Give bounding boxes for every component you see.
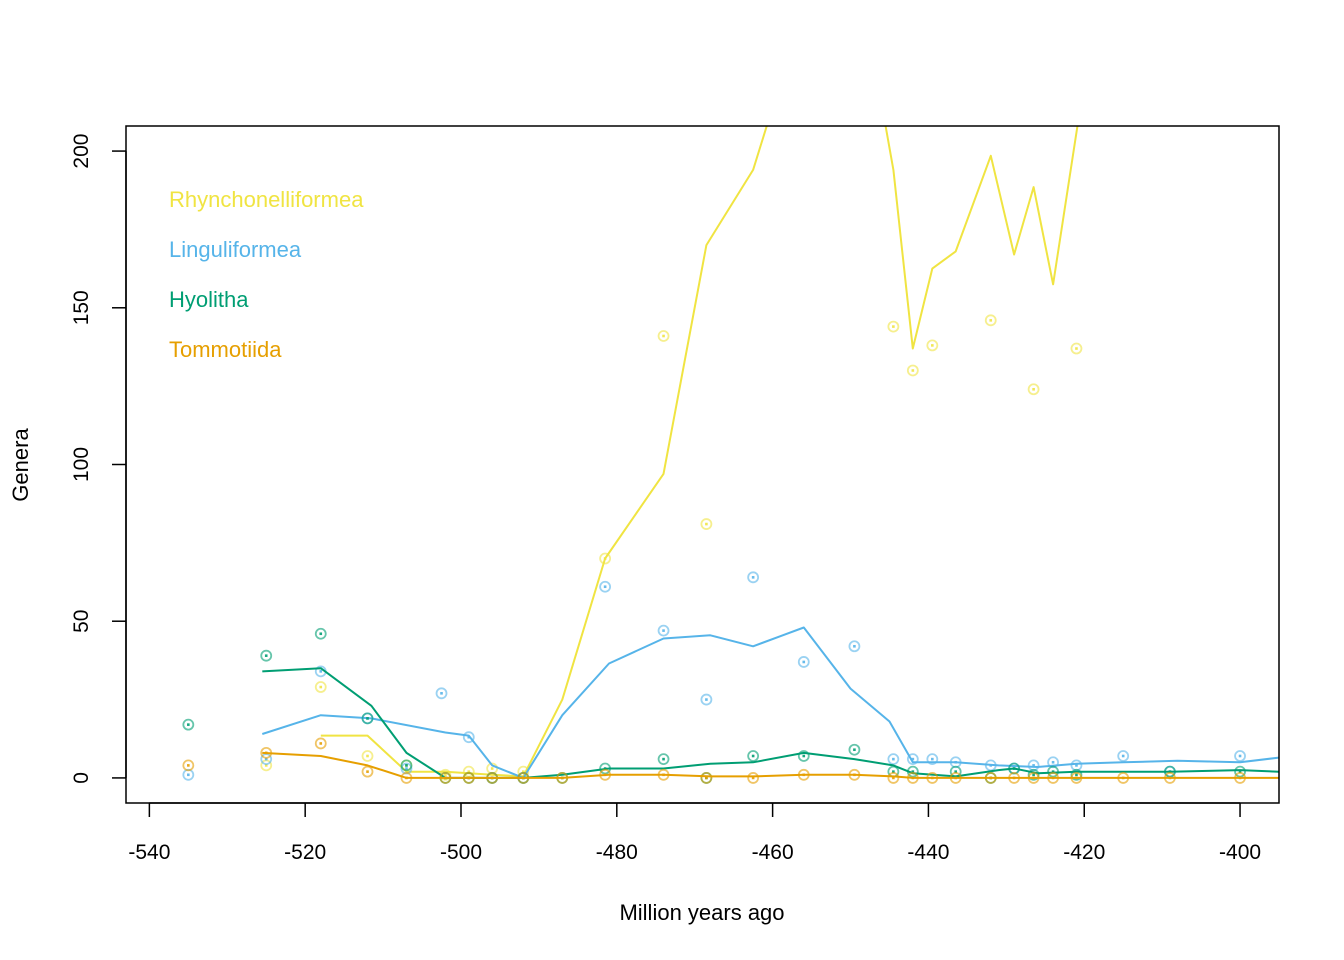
data-point: [747, 571, 760, 584]
data-point: [797, 656, 810, 668]
data-point: [361, 750, 374, 762]
data-point: [984, 314, 997, 327]
data-point: [1027, 768, 1040, 781]
series-rhynchonelliformea: [260, 126, 1083, 781]
data-point: [435, 687, 448, 700]
data-point: [182, 768, 195, 781]
data-point: [747, 772, 760, 784]
data-point: [182, 718, 195, 731]
data-point: [361, 765, 374, 778]
legend-entry-rhynchonelliformea: Rhynchonelliformea: [169, 187, 364, 212]
data-point: [906, 753, 919, 766]
data-point: [848, 743, 861, 756]
series-tommotiida: [182, 737, 1279, 784]
legend-entry-tommotiida: Tommotiida: [169, 337, 282, 362]
x-tick-label: -400: [1219, 841, 1261, 864]
data-point: [182, 759, 195, 772]
y-tick-label: 50: [70, 610, 93, 633]
data-point: [400, 759, 413, 772]
data-point: [700, 693, 713, 706]
data-point: [599, 580, 612, 593]
data-point: [848, 640, 861, 653]
data-point: [1117, 750, 1130, 762]
data-point: [887, 772, 900, 784]
data-point: [926, 339, 939, 352]
x-axis: -540 -520 -500 -480 -460 -440 -420 -400: [128, 802, 1261, 864]
data-point: [1027, 383, 1040, 396]
data-point: [887, 320, 900, 333]
data-point: [1070, 768, 1083, 781]
y-tick-label: 200: [70, 134, 93, 169]
data-point: [657, 330, 670, 342]
x-tick-label: -500: [440, 841, 482, 864]
series-layer: [182, 126, 1279, 784]
legend-entry-hyolitha: Hyolitha: [169, 287, 249, 312]
series-hyolitha: [182, 627, 1279, 784]
series-line-linguliformea: [261, 626, 1279, 779]
data-point: [926, 753, 939, 766]
data-point: [314, 627, 327, 640]
x-tick-label: -440: [907, 841, 949, 864]
data-point: [260, 649, 273, 662]
legend-entry-linguliformea: Linguliformea: [169, 237, 302, 262]
data-point: [797, 750, 810, 762]
x-tick-label: -480: [596, 841, 638, 864]
data-point: [887, 753, 900, 766]
series-line-rhynchonelliformea: [320, 126, 1079, 778]
data-point: [700, 518, 713, 530]
data-point: [906, 364, 919, 377]
series-line-tommotiida: [262, 751, 1279, 779]
data-point: [361, 712, 374, 725]
data-point: [1027, 759, 1040, 772]
data-point: [747, 750, 760, 762]
y-tick-label: 0: [70, 772, 93, 784]
x-tick-label: -520: [284, 841, 326, 864]
legend: Rhynchonelliformea Linguliformea Hyolitha T…: [169, 187, 364, 362]
data-point: [700, 772, 713, 784]
data-point: [657, 624, 670, 637]
y-tick-label: 150: [70, 290, 93, 325]
data-point: [1070, 342, 1083, 355]
data-point: [1070, 759, 1083, 772]
x-tick-label: -420: [1063, 841, 1105, 864]
y-tick-label: 100: [70, 447, 93, 482]
x-tick-label: -460: [752, 841, 794, 864]
y-axis: 0 50 100 150 200: [70, 134, 127, 784]
data-point: [1234, 750, 1246, 762]
data-point: [657, 753, 670, 766]
data-point: [314, 737, 327, 750]
x-tick-label: -540: [128, 841, 170, 864]
y-axis-title: Genera: [8, 428, 33, 502]
series-linguliformea: [182, 571, 1279, 784]
data-point: [314, 681, 327, 693]
x-axis-title: Million years ago: [619, 900, 784, 925]
